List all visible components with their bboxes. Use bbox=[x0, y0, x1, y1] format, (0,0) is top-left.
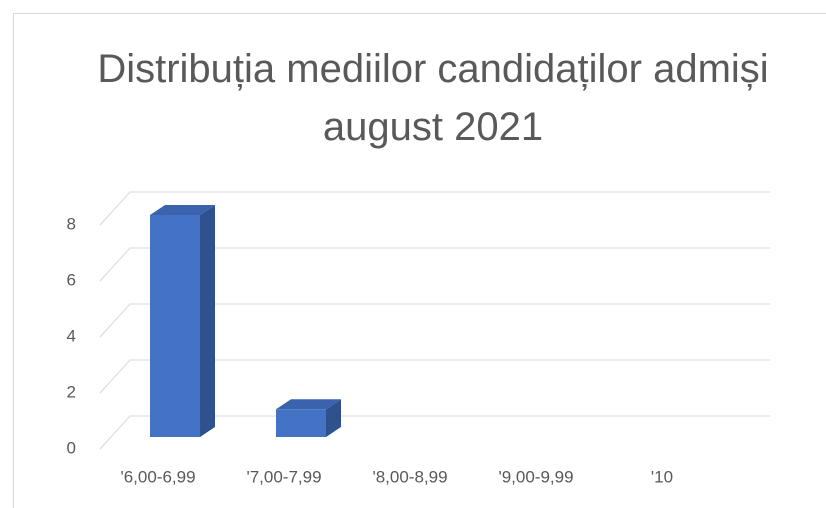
x-tick-label: '6,00-6,99 bbox=[120, 467, 195, 486]
bar bbox=[276, 399, 341, 437]
grid-line bbox=[99, 247, 770, 282]
bar-face bbox=[276, 399, 341, 410]
y-tick-label: 0 bbox=[67, 438, 76, 457]
grid-line bbox=[99, 303, 770, 338]
x-tick-label: '10 bbox=[651, 467, 673, 486]
x-tick-label: '7,00-7,99 bbox=[246, 467, 321, 486]
grid-line bbox=[99, 359, 770, 394]
bar-face bbox=[326, 399, 341, 437]
bar-face bbox=[150, 215, 200, 437]
chart-border bbox=[13, 13, 826, 508]
y-tick-label: 6 bbox=[67, 270, 76, 289]
y-tick-label: 2 bbox=[67, 382, 76, 401]
bar-face bbox=[200, 205, 215, 437]
y-tick-label: 4 bbox=[67, 326, 76, 345]
bar bbox=[150, 205, 215, 437]
grid-line bbox=[99, 191, 770, 226]
y-tick-label: 8 bbox=[67, 214, 76, 233]
bar-face bbox=[276, 409, 326, 437]
bar-face bbox=[150, 205, 215, 215]
grid-line bbox=[99, 415, 770, 450]
x-tick-label: '8,00-8,99 bbox=[372, 467, 447, 486]
chart-title: Distribuția mediilor candidaților admiși… bbox=[97, 47, 769, 149]
x-tick-label: '9,00-9,99 bbox=[498, 467, 573, 486]
